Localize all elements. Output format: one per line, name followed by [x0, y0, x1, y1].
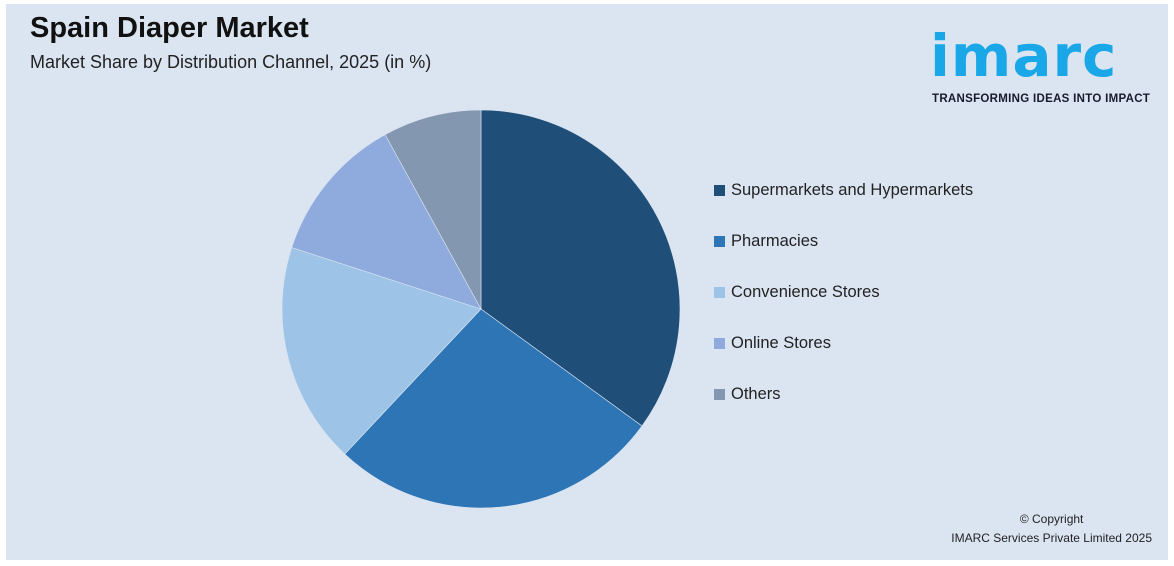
imarc-logo: imarc TRANSFORMING IDEAS INTO IMPACT — [928, 8, 1158, 108]
legend-swatch — [714, 337, 725, 349]
legend-item: Others — [714, 380, 973, 408]
legend-label: Pharmacies — [731, 231, 819, 250]
legend-item: Supermarkets and Hypermarkets — [714, 176, 973, 204]
pie-slice-convenience-stores — [281, 247, 482, 455]
legend-item: Pharmacies — [714, 227, 973, 255]
copyright-line-2: IMARC Services Private Limited 2025 — [951, 531, 1152, 545]
pie-svg — [281, 109, 681, 509]
chart-title: Spain Diaper Market — [30, 12, 309, 44]
legend-swatch — [714, 235, 725, 247]
legend-label: Convenience Stores — [731, 282, 880, 301]
pie-slice-supermarkets-and-hypermarkets — [480, 109, 681, 427]
pie-slice-others — [384, 109, 482, 310]
legend-swatch — [714, 388, 725, 400]
chart-legend: Supermarkets and Hypermarkets Pharmacies C… — [714, 176, 973, 431]
legend-swatch — [714, 184, 725, 196]
pie-chart — [276, 104, 686, 514]
chart-subtitle: Market Share by Distribution Channel, 20… — [30, 52, 432, 72]
legend-label: Online Stores — [731, 333, 831, 352]
legend-item: Online Stores — [714, 329, 973, 357]
copyright-notice: © Copyright IMARC Services Private Limit… — [951, 510, 1152, 548]
legend-label: Supermarkets and Hypermarkets — [731, 180, 974, 199]
legend-label: Others — [731, 384, 781, 403]
logo-tagline: TRANSFORMING IDEAS INTO IMPACT — [932, 93, 1151, 105]
legend-swatch — [714, 286, 725, 298]
copyright-line-1: © Copyright — [1019, 512, 1084, 526]
logo-wordmark: imarc — [930, 22, 1118, 90]
pie-slice-online-stores — [291, 134, 482, 310]
pie-slice-pharmacies — [344, 308, 643, 509]
legend-item: Convenience Stores — [714, 278, 973, 306]
